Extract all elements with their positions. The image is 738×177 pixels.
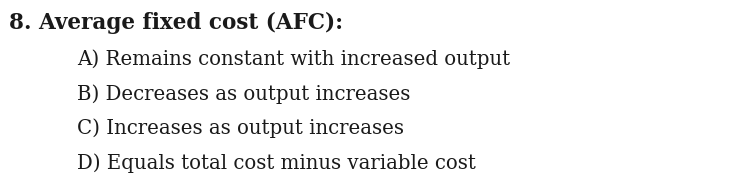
Text: D) Equals total cost minus variable cost: D) Equals total cost minus variable cost <box>77 153 476 173</box>
Text: B) Decreases as output increases: B) Decreases as output increases <box>77 84 411 104</box>
Text: A) Remains constant with increased output: A) Remains constant with increased outpu… <box>77 50 511 69</box>
Text: 8. Average fixed cost (AFC):: 8. Average fixed cost (AFC): <box>9 12 343 35</box>
Text: C) Increases as output increases: C) Increases as output increases <box>77 119 404 138</box>
